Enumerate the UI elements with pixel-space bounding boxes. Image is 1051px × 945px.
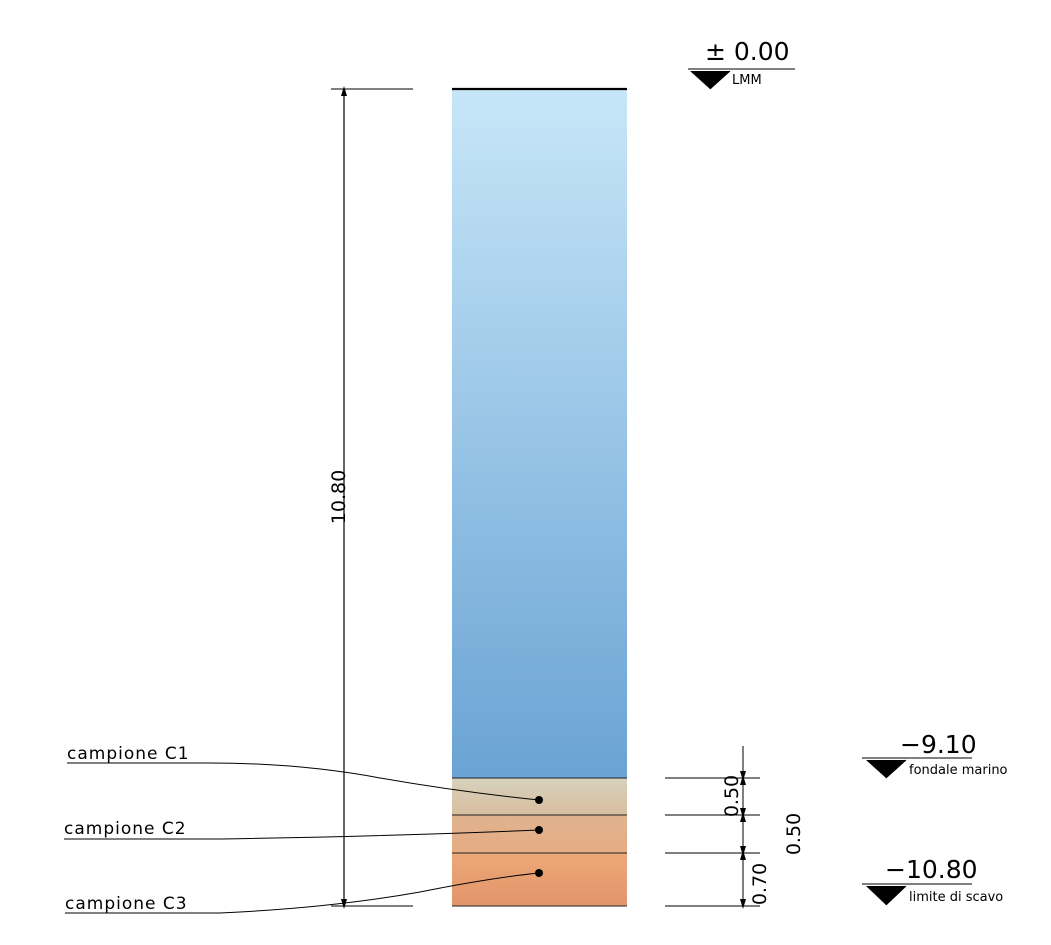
elevation-top-label: LMM: [732, 73, 762, 88]
sample-c2-label: campione C2: [64, 819, 187, 839]
level-triangle-icon: [866, 886, 906, 905]
elevation-marker-bottom: −10.80 limite di scavo: [862, 855, 1003, 906]
elevation-bottom-label: limite di scavo: [909, 890, 1003, 905]
elevation-marker-top: ± 0.00 LMM: [688, 37, 795, 90]
sample-c3-leader: [65, 872, 540, 914]
layer3-dimension-label: 0.70: [749, 863, 771, 905]
elevation-seabed-value: −9.10: [900, 730, 977, 759]
level-triangle-icon: [866, 760, 906, 778]
total-dimension-label: 10.80: [328, 470, 350, 524]
water-column: [452, 89, 627, 778]
sample-c2-point: [535, 826, 543, 834]
layer1-dimension-label: 0.50: [721, 775, 743, 817]
elevation-seabed-label: fondale marino: [909, 763, 1008, 778]
level-triangle-icon: [690, 71, 730, 89]
sample-c3: campione C3: [65, 869, 543, 914]
layer2-dimension-label: 0.50: [783, 813, 805, 855]
sample-c3-point: [535, 869, 543, 877]
sediment-layer-2: [452, 815, 627, 853]
sample-c1: campione C1: [67, 744, 543, 804]
elevation-top-value: ± 0.00: [705, 37, 790, 66]
sample-c2: campione C2: [64, 819, 543, 840]
elevation-bottom-value: −10.80: [885, 855, 978, 884]
sample-c1-leader: [67, 762, 540, 801]
sample-c1-label: campione C1: [67, 744, 190, 764]
elevation-marker-seabed: −9.10 fondale marino: [862, 730, 1008, 779]
sample-c1-point: [535, 796, 543, 804]
sample-c3-label: campione C3: [65, 894, 188, 914]
sample-c2-leader: [64, 829, 540, 840]
sediment-layer-3: [452, 853, 627, 906]
